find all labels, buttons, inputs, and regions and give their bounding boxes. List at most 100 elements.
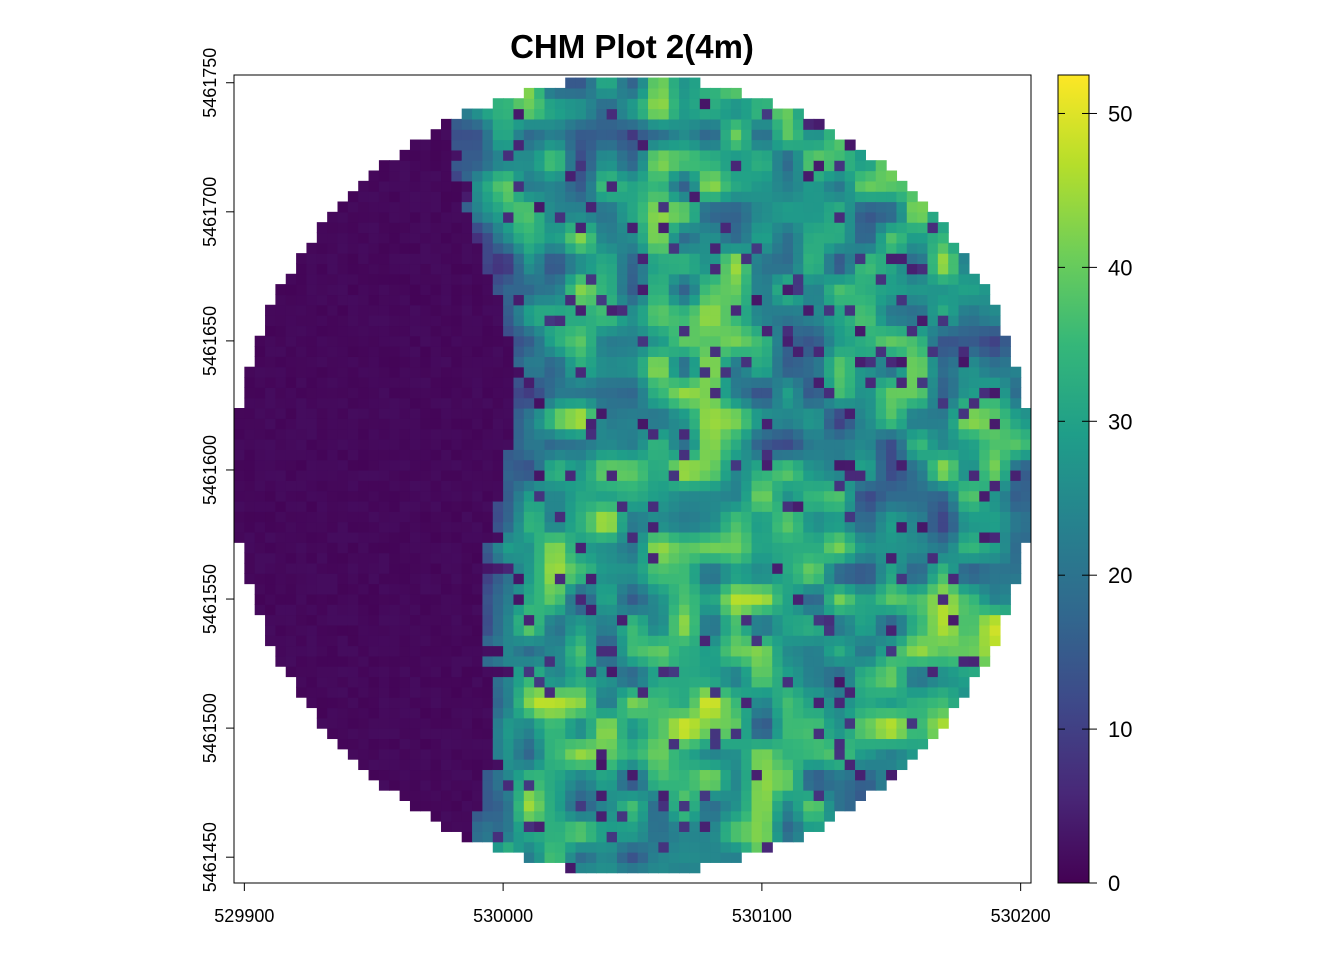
raster-cell xyxy=(730,397,742,409)
raster-cell xyxy=(451,211,463,223)
raster-cell xyxy=(730,428,742,440)
raster-cell xyxy=(844,676,856,688)
raster-cell xyxy=(316,377,328,388)
raster-cell xyxy=(503,748,515,760)
raster-cell xyxy=(917,635,929,647)
raster-cell xyxy=(689,139,701,151)
raster-cell xyxy=(689,552,701,564)
raster-cell xyxy=(554,593,566,605)
raster-cell xyxy=(430,346,442,357)
raster-cell xyxy=(844,304,856,316)
raster-cell xyxy=(534,356,546,368)
raster-cell xyxy=(730,800,742,812)
raster-cell xyxy=(461,769,473,781)
raster-cell xyxy=(679,118,691,130)
raster-cell xyxy=(534,614,546,626)
raster-cell xyxy=(989,408,1001,419)
raster-cell xyxy=(823,222,835,234)
raster-cell xyxy=(368,645,380,657)
raster-cell xyxy=(358,180,370,192)
raster-cell xyxy=(368,707,380,719)
raster-cell xyxy=(886,449,898,461)
raster-cell xyxy=(616,98,628,110)
raster-cell xyxy=(554,717,566,729)
raster-cell xyxy=(492,738,504,750)
raster-cell xyxy=(658,655,670,667)
raster-cell xyxy=(523,87,535,99)
raster-cell xyxy=(389,387,401,399)
raster-cell xyxy=(844,428,856,440)
raster-cell xyxy=(710,325,722,337)
raster-cell xyxy=(544,211,556,223)
raster-cell xyxy=(823,149,835,161)
raster-cell xyxy=(875,377,887,388)
raster-cell xyxy=(668,728,680,740)
y-tick-label: 5461650 xyxy=(200,306,220,376)
raster-cell xyxy=(513,480,525,492)
raster-cell xyxy=(792,490,804,502)
raster-cell xyxy=(699,521,711,533)
raster-cell xyxy=(627,428,639,440)
raster-cell xyxy=(451,232,463,244)
raster-cell xyxy=(803,180,815,192)
raster-cell xyxy=(523,149,535,161)
raster-cell xyxy=(523,707,535,719)
raster-cell xyxy=(368,346,380,357)
raster-cell xyxy=(296,449,308,461)
raster-cell xyxy=(327,294,339,306)
raster-cell xyxy=(865,377,877,388)
raster-cell xyxy=(409,790,421,801)
raster-cell xyxy=(523,356,535,368)
raster-cell xyxy=(265,635,276,647)
raster-cell xyxy=(585,139,597,151)
raster-cell xyxy=(699,170,711,182)
raster-cell xyxy=(679,366,691,378)
raster-cell xyxy=(813,562,825,574)
raster-cell xyxy=(441,170,452,182)
raster-cell xyxy=(875,160,887,172)
raster-cell xyxy=(347,469,359,481)
raster-cell xyxy=(534,366,546,378)
raster-cell xyxy=(503,779,515,791)
raster-cell xyxy=(378,232,390,244)
raster-cell xyxy=(234,490,245,502)
raster-cell xyxy=(606,397,618,409)
raster-cell xyxy=(792,469,804,481)
raster-cell xyxy=(741,821,753,832)
raster-cell xyxy=(844,160,856,172)
raster-cell xyxy=(451,511,463,523)
raster-cell xyxy=(420,759,432,771)
raster-cell xyxy=(844,707,856,719)
raster-cell xyxy=(917,428,929,440)
raster-cell xyxy=(875,500,887,512)
raster-cell xyxy=(958,438,970,450)
raster-cell xyxy=(699,738,711,750)
raster-cell xyxy=(461,707,473,719)
raster-cell xyxy=(658,573,670,585)
raster-cell xyxy=(523,614,535,626)
raster-cell xyxy=(575,459,587,471)
raster-cell xyxy=(803,645,815,657)
raster-cell xyxy=(534,428,546,440)
raster-cell xyxy=(492,222,504,234)
raster-cell xyxy=(699,160,711,172)
raster-cell xyxy=(792,511,804,523)
raster-cell xyxy=(575,862,587,874)
raster-cell xyxy=(596,449,608,461)
raster-cell xyxy=(761,459,773,471)
raster-cell xyxy=(937,469,949,481)
raster-cell xyxy=(699,242,711,254)
raster-cell xyxy=(399,593,411,605)
raster-cell xyxy=(513,697,525,709)
raster-cell xyxy=(461,511,473,523)
raster-cell xyxy=(472,139,484,151)
raster-cell xyxy=(648,346,659,357)
raster-cell xyxy=(606,769,618,781)
raster-cell xyxy=(761,666,773,678)
raster-cell xyxy=(358,191,370,203)
raster-cell xyxy=(316,666,328,678)
raster-cell xyxy=(803,201,815,213)
raster-cell xyxy=(244,490,256,502)
raster-cell xyxy=(751,480,763,492)
raster-cell xyxy=(327,273,339,285)
